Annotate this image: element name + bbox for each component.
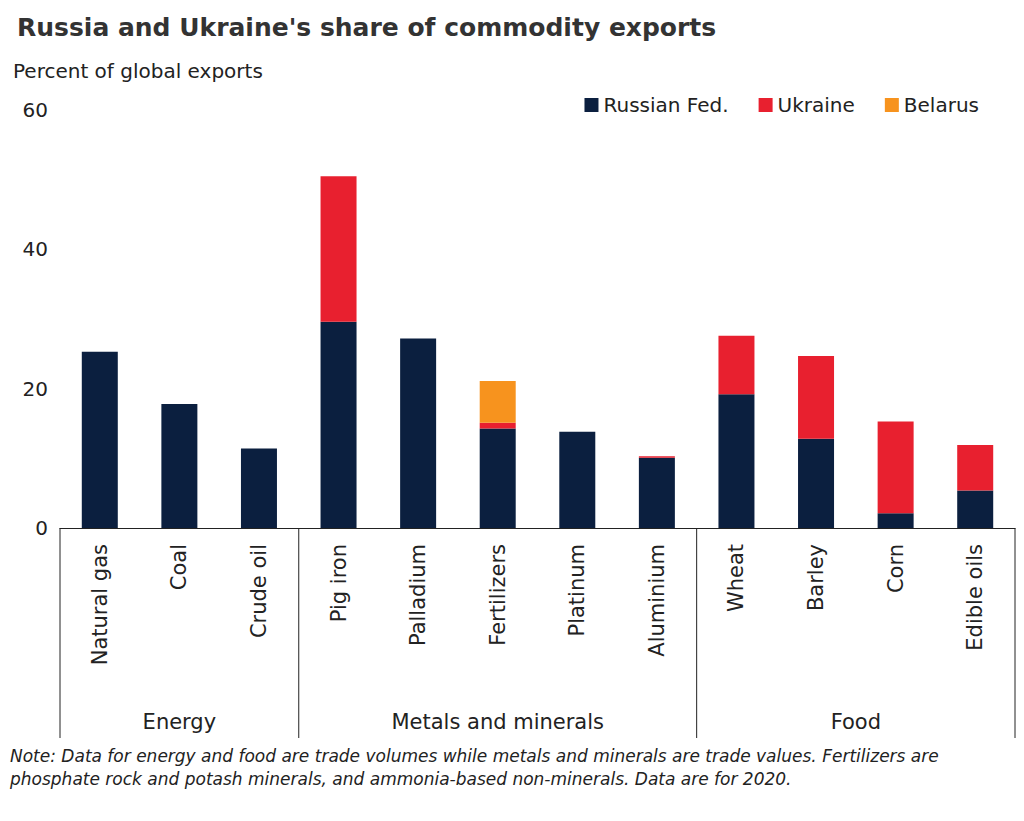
svg-text:40: 40 [23, 237, 48, 261]
svg-text:Russia and Ukraine's share of: Russia and Ukraine's share of commodity … [17, 13, 716, 42]
svg-text:Aluminium: Aluminium [645, 544, 669, 657]
svg-text:Palladium: Palladium [406, 544, 430, 646]
svg-text:20: 20 [23, 377, 48, 401]
svg-text:Belarus: Belarus [904, 93, 979, 117]
svg-text:Natural gas: Natural gas [88, 544, 112, 665]
svg-text:Energy: Energy [143, 710, 217, 734]
svg-text:Food: Food [831, 710, 881, 734]
svg-text:0: 0 [35, 516, 48, 540]
svg-text:Edible oils: Edible oils [963, 544, 987, 651]
svg-text:Ukraine: Ukraine [778, 93, 855, 117]
svg-text:Wheat: Wheat [724, 544, 748, 612]
svg-text:phosphate rock and potash mine: phosphate rock and potash minerals, and … [9, 769, 792, 789]
svg-text:Corn: Corn [884, 544, 908, 593]
svg-text:Barley: Barley [804, 544, 828, 611]
svg-text:Metals and minerals: Metals and minerals [391, 710, 604, 734]
svg-text:Percent of global exports: Percent of global exports [13, 59, 263, 83]
svg-text:Note: Data for energy and food: Note: Data for energy and food are trade… [10, 746, 944, 766]
svg-text:Crude oil: Crude oil [247, 544, 271, 638]
svg-text:Coal: Coal [167, 544, 191, 590]
svg-text:60: 60 [23, 98, 48, 122]
svg-text:Pig iron: Pig iron [327, 544, 351, 622]
svg-text:Fertilizers: Fertilizers [486, 544, 510, 646]
svg-text:Platinum: Platinum [565, 544, 589, 637]
svg-text:Russian Fed.: Russian Fed. [603, 93, 728, 117]
